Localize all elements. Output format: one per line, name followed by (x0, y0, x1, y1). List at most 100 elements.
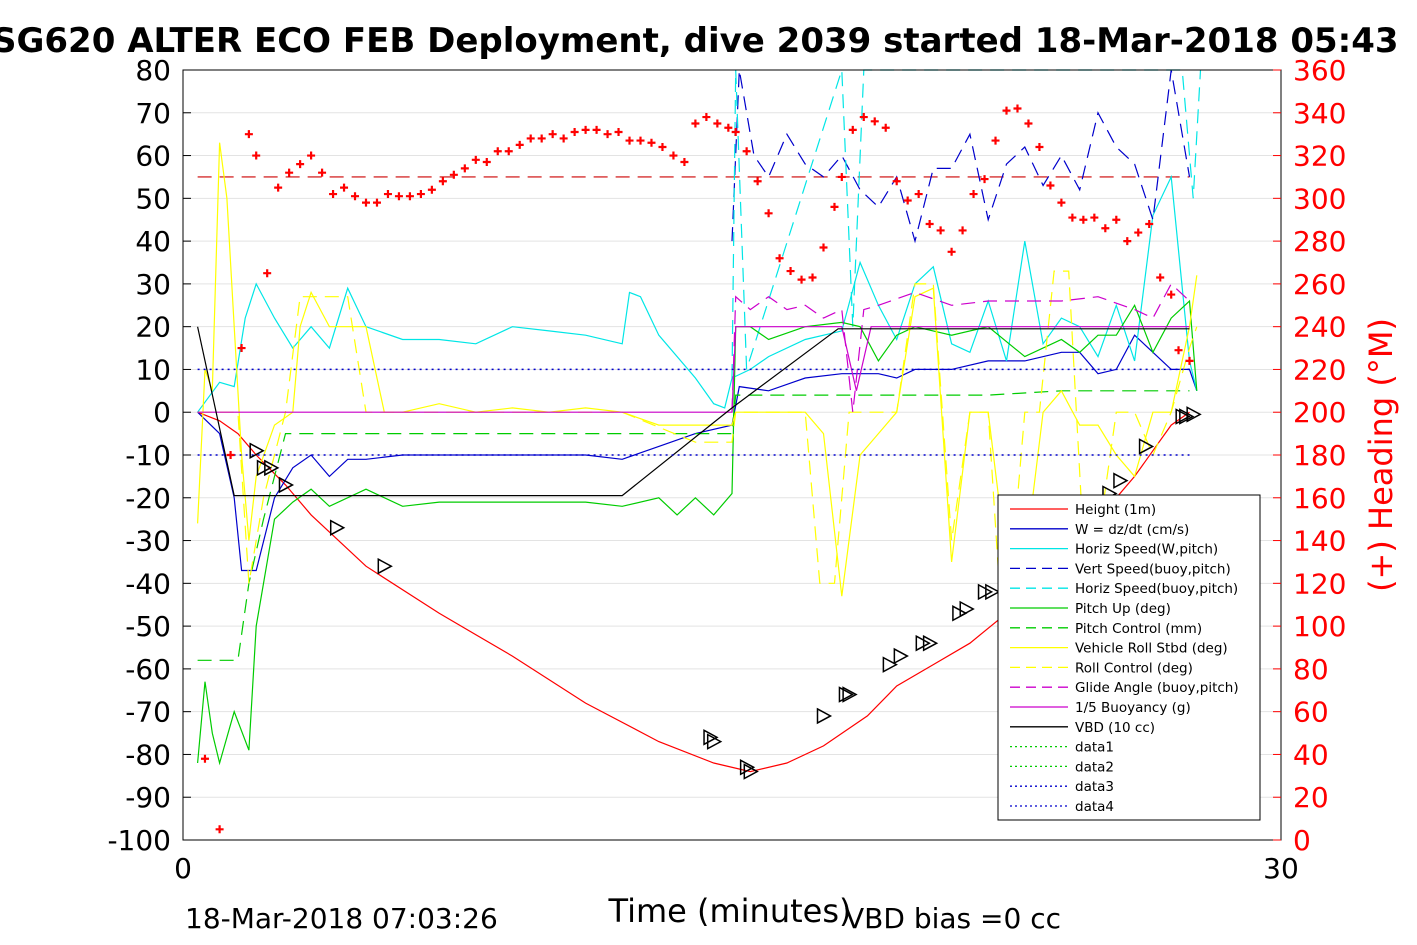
left-tick-label: 0 (153, 396, 171, 429)
heading-point (526, 134, 535, 143)
legend-label: data1 (1075, 740, 1114, 756)
heading-point (647, 138, 656, 147)
heading-point (471, 155, 480, 164)
heading-point (244, 130, 253, 139)
left-tick-label: 30 (135, 268, 171, 301)
right-tick-label: 260 (1293, 268, 1346, 301)
x-tick-label: 30 (1263, 852, 1299, 885)
heading-point (1174, 346, 1183, 355)
depth-marker (249, 442, 265, 459)
heading-point (383, 190, 392, 199)
heading-point (830, 202, 839, 211)
depth-marker (1186, 406, 1202, 423)
series-roll-control-deg (197, 270, 1198, 584)
depth-marker (915, 634, 931, 652)
heading-point (285, 168, 294, 177)
left-tick-label: 50 (135, 182, 171, 215)
heading-point (775, 254, 784, 263)
right-tick-label: 280 (1293, 225, 1346, 258)
heading-point (581, 125, 590, 134)
depth-marker (703, 729, 719, 746)
heading-point (797, 275, 806, 284)
heading-point (537, 134, 546, 143)
heading-point (548, 130, 557, 139)
series-pitch-control-mm (197, 390, 1190, 661)
series-horiz-speed-buoy-pitch (731, 69, 1202, 379)
legend-label: data2 (1075, 759, 1114, 775)
legend-label: VBD (10 cc) (1075, 720, 1155, 736)
left-tick-label: 80 (135, 54, 171, 87)
heading-point (263, 269, 272, 278)
right-tick-label: 120 (1293, 567, 1346, 600)
depth-marker (256, 459, 273, 477)
heading-point (1079, 215, 1088, 224)
depth-marker (952, 605, 968, 622)
legend: Height (1m) W = dz/dt (cm/s) Horiz Speed(W… (997, 494, 1261, 821)
legend-label: Pitch Control (mm) (1075, 621, 1202, 637)
left-tick-label: -60 (125, 653, 171, 686)
heading-point (1112, 215, 1121, 224)
heading-point (1185, 356, 1194, 365)
right-tick-label: 340 (1293, 97, 1346, 130)
depth-marker (959, 600, 975, 618)
right-axis-ticks: 3603403203002802602402202001801601401201… (1273, 54, 1346, 857)
chart-title: SG620 ALTER ECO FEB Deployment, dive 203… (0, 21, 1399, 61)
heading-point (614, 128, 623, 137)
heading-point (731, 128, 740, 137)
heading-point (636, 136, 645, 145)
depth-marker (329, 519, 346, 536)
depth-marker (838, 686, 855, 703)
series-pitch-up-deg (197, 299, 1198, 766)
heading-point (848, 125, 857, 134)
series-vbd-10-cc (197, 326, 1190, 497)
legend-label: Horiz Speed(W,pitch) (1075, 542, 1218, 558)
depth-marker (278, 476, 295, 494)
x-axis-ticks: 0 30 (174, 852, 1299, 885)
heading-point (786, 267, 795, 276)
right-tick-label: 40 (1293, 738, 1329, 771)
heading-point (237, 344, 246, 353)
x-axis-label: Time (minutes) (608, 892, 852, 930)
depth-marker (743, 763, 759, 780)
heading-point (753, 177, 762, 186)
heading-markers (200, 104, 1194, 834)
heading-point (427, 185, 436, 194)
heading-point (819, 243, 828, 252)
depth-marker (706, 733, 723, 750)
heading-point (837, 172, 846, 181)
heading-point (226, 451, 235, 459)
left-tick-label: 60 (135, 140, 171, 173)
legend-label: Pitch Up (deg) (1075, 601, 1171, 617)
heading-point (1013, 104, 1022, 113)
left-tick-label: -100 (107, 824, 171, 857)
legend-label: 1/5 Buoyancy (g) (1075, 700, 1191, 716)
right-tick-label: 200 (1293, 396, 1346, 429)
heading-point (724, 123, 733, 132)
legend-label: data4 (1075, 799, 1114, 815)
heading-point (691, 119, 700, 128)
heading-point (969, 190, 978, 199)
left-tick-label: 20 (135, 311, 171, 344)
heading-point (405, 192, 414, 201)
heading-point (713, 119, 722, 128)
heading-point (958, 226, 967, 235)
depth-marker (1113, 472, 1129, 489)
left-tick-label: -20 (125, 482, 171, 515)
heading-point (808, 273, 817, 282)
right-tick-label: 140 (1293, 525, 1346, 558)
right-tick-label: 360 (1293, 54, 1346, 87)
depth-marker (922, 634, 939, 652)
heading-point (625, 136, 634, 145)
right-tick-label: 160 (1293, 482, 1346, 515)
heading-point (680, 157, 689, 166)
heading-point (914, 190, 923, 199)
heading-point (570, 128, 579, 137)
heading-point (449, 170, 458, 179)
heading-point (1156, 273, 1165, 282)
heading-point (515, 140, 524, 149)
x-tick-label: 0 (174, 852, 192, 885)
heading-point (881, 123, 890, 132)
heading-point (329, 190, 338, 199)
depth-marker (1179, 408, 1195, 425)
legend-label: W = dz/dt (cm/s) (1075, 522, 1189, 538)
